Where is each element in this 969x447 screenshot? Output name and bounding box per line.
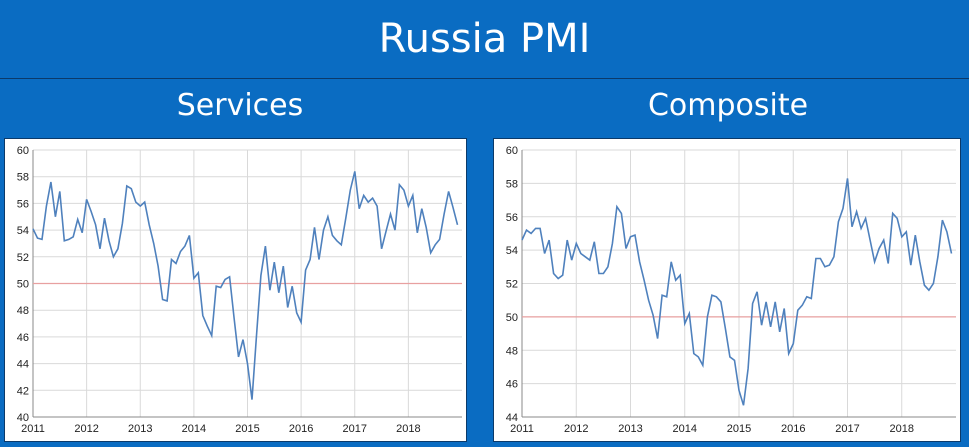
x-tick-label: 2015: [727, 423, 751, 435]
services-chart: 40 42 44 46 48 50 52 54 56 58 60 2011 2012 2013 2014 20…: [17, 145, 462, 435]
x-tick-label: 2014: [182, 423, 206, 435]
x-tick-label: 2016: [289, 423, 313, 435]
x-tick-label: 2016: [781, 423, 805, 435]
y-tick-label: 46: [17, 332, 29, 344]
composite-chart-title: Composite: [647, 88, 809, 123]
x-tick-label: 2017: [835, 423, 859, 435]
y-tick-label: 52: [506, 279, 518, 291]
y-tick-label: 42: [17, 385, 29, 397]
y-tick-label: 60: [506, 145, 518, 157]
x-tick-label: 2018: [890, 423, 914, 435]
subtitle-band: [0, 82, 969, 134]
y-tick-label: 50: [17, 279, 29, 291]
y-tick-label: 58: [17, 172, 29, 184]
composite-chart: 44 46 48 50 52 54 56 58 60 2011 2012 2013 2014 2015 20…: [506, 145, 956, 435]
x-tick-label: 2012: [564, 423, 588, 435]
y-tick-label: 56: [506, 212, 518, 224]
y-tick-label: 48: [506, 345, 518, 357]
x-tick-label: 2014: [673, 423, 697, 435]
x-tick-label: 2017: [343, 423, 367, 435]
y-tick-label: 54: [17, 225, 29, 237]
x-tick-label: 2012: [74, 423, 98, 435]
series-line: [32, 171, 459, 400]
y-tick-label: 56: [17, 198, 29, 210]
y-tick-label: 58: [506, 178, 518, 190]
series-line: [521, 178, 953, 406]
x-tick-label: 2011: [510, 423, 534, 435]
page-title: Russia PMI: [378, 16, 591, 62]
x-tick-label: 2011: [21, 423, 45, 435]
y-tick-label: 48: [17, 305, 29, 317]
y-tick-label: 44: [506, 412, 518, 424]
x-tick-label: 2015: [235, 423, 259, 435]
y-tick-label: 54: [506, 245, 518, 257]
x-tick-label: 2013: [128, 423, 152, 435]
y-tick-label: 40: [17, 412, 29, 424]
title-band: Russia PMI: [0, 0, 969, 79]
y-tick-label: 50: [506, 312, 518, 324]
y-tick-label: 46: [506, 379, 518, 391]
y-tick-label: 60: [17, 145, 29, 157]
x-tick-label: 2018: [396, 423, 420, 435]
services-chart-title: Services: [176, 88, 304, 123]
x-tick-label: 2013: [618, 423, 642, 435]
y-tick-label: 52: [17, 252, 29, 264]
services-chart-panel: 40 42 44 46 48 50 52 54 56 58 60 2011 2012 2013 2014 20…: [4, 138, 467, 442]
y-tick-label: 44: [17, 359, 29, 371]
composite-chart-panel: 44 46 48 50 52 54 56 58 60 2011 2012 2013 2014 2015 20…: [493, 138, 961, 442]
